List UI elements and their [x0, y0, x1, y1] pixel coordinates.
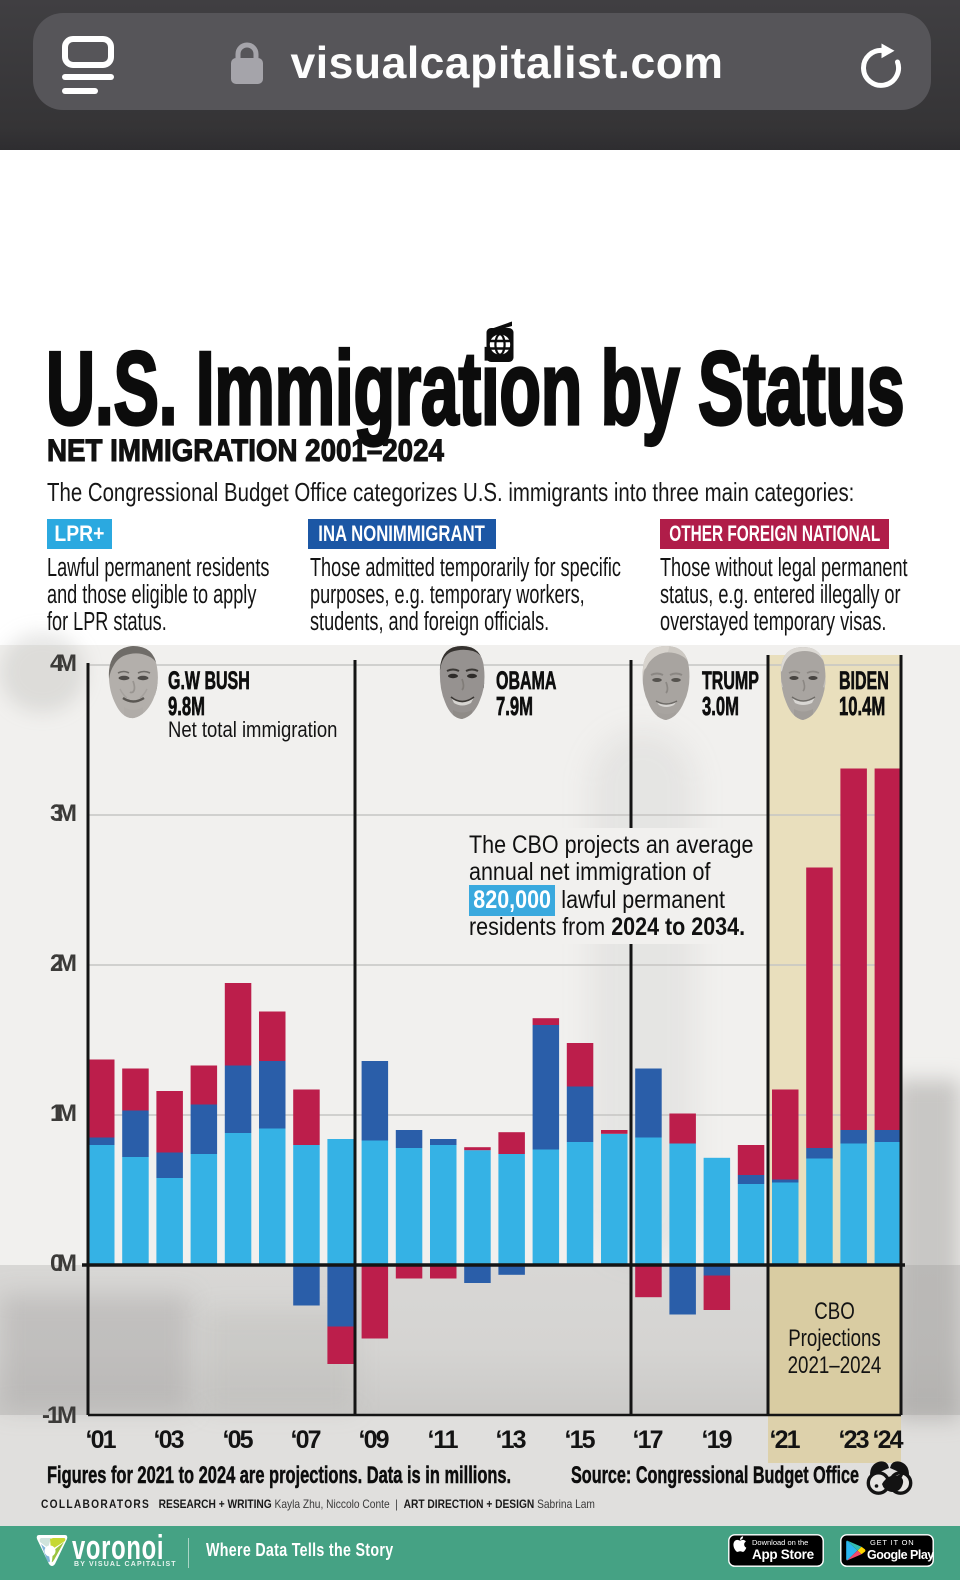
svg-text:‘23: ‘23: [839, 1426, 870, 1454]
svg-text:3M: 3M: [50, 800, 77, 827]
svg-text:-1M: -1M: [42, 1402, 77, 1429]
svg-text:Download on the: Download on the: [752, 1538, 808, 1547]
svg-text:‘19: ‘19: [702, 1426, 733, 1454]
svg-text:‘03: ‘03: [154, 1426, 185, 1454]
svg-text:‘11: ‘11: [428, 1426, 459, 1454]
svg-text:2M: 2M: [50, 950, 77, 977]
svg-text:‘01: ‘01: [86, 1426, 117, 1454]
svg-text:‘07: ‘07: [291, 1426, 322, 1454]
svg-text:1M: 1M: [50, 1100, 77, 1127]
svg-text:‘21: ‘21: [770, 1426, 801, 1454]
svg-text:‘17: ‘17: [633, 1426, 664, 1454]
svg-text:App Store: App Store: [752, 1547, 815, 1562]
svg-text:GET IT ON: GET IT ON: [870, 1538, 914, 1547]
svg-text:‘05: ‘05: [223, 1426, 254, 1454]
svg-text:‘15: ‘15: [565, 1426, 596, 1454]
svg-text:Google Play: Google Play: [867, 1548, 934, 1562]
svg-text:‘24: ‘24: [873, 1426, 904, 1454]
svg-text:0M: 0M: [50, 1250, 77, 1277]
svg-text:‘13: ‘13: [496, 1426, 527, 1454]
svg-text:4M: 4M: [50, 650, 77, 677]
svg-text:‘09: ‘09: [359, 1426, 390, 1454]
